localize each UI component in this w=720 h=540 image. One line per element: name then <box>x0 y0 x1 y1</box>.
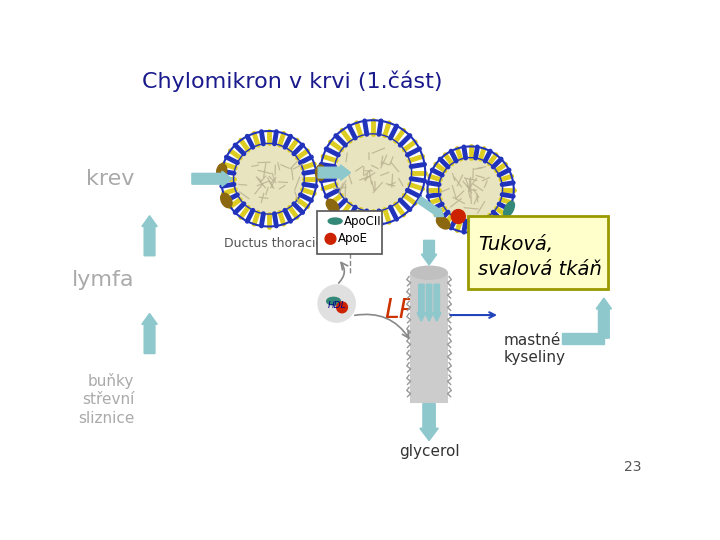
Text: 23: 23 <box>624 460 641 474</box>
FancyBboxPatch shape <box>318 211 382 254</box>
FancyArrow shape <box>562 333 604 343</box>
Text: ApoE: ApoE <box>338 232 368 245</box>
Text: HDL: HDL <box>328 301 346 309</box>
Circle shape <box>233 143 305 215</box>
Text: lymfa: lymfa <box>72 271 134 291</box>
Text: mastné
kyseliny: mastné kyseliny <box>504 333 566 365</box>
Text: glycerol: glycerol <box>399 444 459 459</box>
Ellipse shape <box>326 199 338 213</box>
Ellipse shape <box>328 218 342 224</box>
Ellipse shape <box>221 193 232 208</box>
Circle shape <box>451 210 465 224</box>
Text: krev: krev <box>86 169 134 189</box>
FancyArrow shape <box>417 284 426 321</box>
FancyArrow shape <box>421 240 437 265</box>
FancyArrow shape <box>142 215 157 256</box>
FancyArrow shape <box>420 403 438 441</box>
Ellipse shape <box>217 164 227 179</box>
Ellipse shape <box>436 217 450 229</box>
FancyArrow shape <box>433 284 441 321</box>
FancyArrow shape <box>425 284 433 321</box>
FancyArrow shape <box>142 314 157 354</box>
Circle shape <box>438 157 503 222</box>
FancyArrowPatch shape <box>355 314 409 338</box>
Text: Chylomikron v krvi (1.část): Chylomikron v krvi (1.část) <box>142 71 442 92</box>
Text: ApoCII: ApoCII <box>344 215 382 228</box>
Text: Ductus thoracicus: Ductus thoracicus <box>224 237 337 250</box>
Circle shape <box>337 302 348 313</box>
Text: Tuková,
svalová tkáň: Tuková, svalová tkáň <box>478 235 602 279</box>
Text: buňky
střevní
sliznice: buňky střevní sliznice <box>78 373 134 426</box>
Circle shape <box>318 285 355 322</box>
FancyBboxPatch shape <box>468 217 608 289</box>
Bar <box>411 273 447 402</box>
FancyArrow shape <box>596 298 611 338</box>
Circle shape <box>325 233 336 244</box>
FancyArrow shape <box>417 197 444 217</box>
Circle shape <box>333 133 413 212</box>
FancyArrowPatch shape <box>338 262 348 283</box>
Ellipse shape <box>411 267 447 279</box>
Ellipse shape <box>327 298 341 305</box>
Ellipse shape <box>504 201 515 217</box>
FancyArrow shape <box>192 171 232 186</box>
FancyArrow shape <box>318 165 351 180</box>
Text: LPL: LPL <box>384 298 430 324</box>
Ellipse shape <box>315 165 325 180</box>
